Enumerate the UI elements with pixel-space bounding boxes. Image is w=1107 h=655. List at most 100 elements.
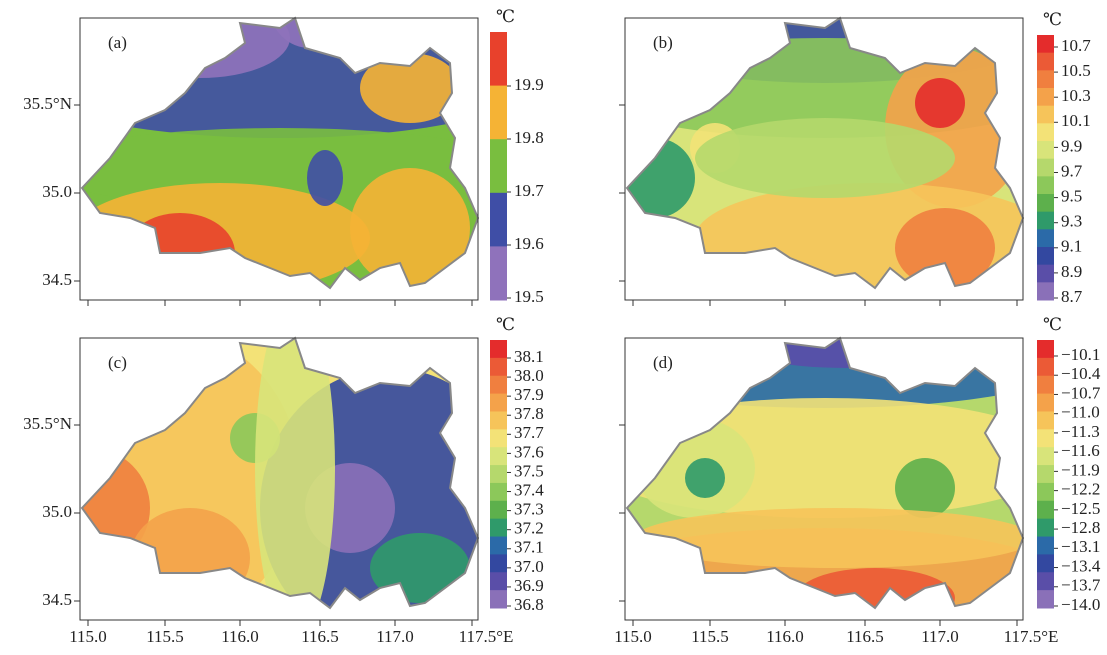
y-axis-label: 34.5 <box>42 590 72 609</box>
colorbar-band <box>1037 393 1054 412</box>
panel-label: (a) <box>108 33 127 52</box>
colorbar-band <box>490 429 507 448</box>
colorbar-label: −11.6 <box>1061 441 1100 460</box>
colorbar-label: −13.1 <box>1061 537 1100 556</box>
colorbar-label: −10.4 <box>1061 364 1101 383</box>
map <box>627 338 1023 608</box>
colorbar-label: 19.9 <box>514 75 544 94</box>
colorbar-label: 19.5 <box>514 287 544 306</box>
colorbar-band <box>490 411 507 430</box>
colorbar-unit: ℃ <box>1043 10 1062 29</box>
colorbar-band <box>490 500 507 520</box>
x-axis-label: 117.0 <box>376 627 414 646</box>
colorbar-label: 37.1 <box>514 538 544 557</box>
colorbar-unit: ℃ <box>496 7 515 26</box>
colorbar-band <box>1037 375 1054 395</box>
x-axis-label: 116.0 <box>766 627 804 646</box>
colorbar-label: −10.1 <box>1061 345 1100 364</box>
colorbar-label: −13.4 <box>1061 556 1101 575</box>
colorbar-label: −12.2 <box>1061 480 1100 499</box>
colorbar-label: 9.3 <box>1061 212 1082 231</box>
map-panel: (a) <box>74 16 480 306</box>
panel-frame <box>624 337 1024 621</box>
contour-region <box>360 53 460 123</box>
panel-label: (d) <box>653 353 673 372</box>
map-panel: (d) <box>619 336 1025 626</box>
colorbar-band <box>490 192 507 247</box>
x-axis-label: 116.5 <box>846 627 884 646</box>
colorbar-band <box>490 482 507 502</box>
colorbar-label: 37.2 <box>514 519 544 538</box>
x-axis-label: 116.0 <box>221 627 259 646</box>
colorbar-band <box>490 340 507 359</box>
x-axis-label: 117.5°E <box>459 627 514 646</box>
colorbar-band <box>1037 465 1054 484</box>
map-outline <box>625 336 1025 610</box>
colorbar-band <box>1037 411 1054 430</box>
y-axis-label: 34.5 <box>42 270 72 289</box>
colorbar-band <box>1037 518 1054 538</box>
contour-region <box>695 183 1023 288</box>
x-axis-label: 115.0 <box>69 627 107 646</box>
colorbar-label: −12.5 <box>1061 499 1100 518</box>
colorbar-label: −14.0 <box>1061 595 1100 614</box>
colorbar-band <box>1037 482 1054 502</box>
colorbar-label: 38.0 <box>514 366 544 385</box>
colorbar-label: 10.3 <box>1061 86 1091 105</box>
x-axis-label: 115.5 <box>146 627 184 646</box>
colorbar-band <box>1037 247 1054 266</box>
colorbar-label: 10.7 <box>1061 36 1091 55</box>
colorbar-label: 37.0 <box>514 557 544 576</box>
map-outline <box>80 16 480 290</box>
colorbar-label: 10.1 <box>1061 111 1091 130</box>
colorbar-band <box>490 447 507 466</box>
contour-region <box>795 568 955 608</box>
contour-region <box>255 338 335 608</box>
colorbar-label: 36.9 <box>514 576 544 595</box>
colorbar-band <box>1037 340 1054 359</box>
colorbar-label: 38.1 <box>514 347 544 366</box>
colorbar-band <box>490 32 507 87</box>
colorbar-label: 37.5 <box>514 461 544 480</box>
panel-label: (c) <box>108 353 127 372</box>
contour-region <box>110 18 290 78</box>
colorbar-band <box>1037 158 1054 177</box>
colorbar-band <box>1037 194 1054 213</box>
contour-region <box>695 118 955 198</box>
colorbar-band <box>1037 123 1054 142</box>
contour-region <box>350 168 470 288</box>
x-axis-label: 117.5°E <box>1004 627 1059 646</box>
colorbar-band <box>1037 70 1054 89</box>
colorbar-band <box>1037 229 1054 248</box>
contour-region <box>130 508 250 608</box>
map-panel: (b) <box>619 16 1025 306</box>
colorbar-band <box>490 85 507 140</box>
colorbar-label: 9.5 <box>1061 187 1082 206</box>
panel-frame <box>79 17 479 301</box>
colorbar-label: −10.7 <box>1061 383 1101 402</box>
contour-region <box>685 458 725 498</box>
y-axis-label: 35.0 <box>42 182 72 201</box>
colorbar-band <box>1037 264 1054 283</box>
colorbar-band <box>490 246 507 301</box>
map <box>82 338 478 608</box>
colorbar-band <box>1037 536 1054 555</box>
colorbar-label: 37.8 <box>514 404 544 423</box>
y-axis-label: 35.0 <box>42 502 72 521</box>
colorbar-band <box>490 393 507 412</box>
colorbar-band <box>1037 282 1054 301</box>
contour-region <box>635 508 1023 568</box>
colorbar-band <box>1037 105 1054 124</box>
x-axis-label: 115.0 <box>614 627 652 646</box>
colorbar-label: 37.7 <box>514 423 544 442</box>
colorbar-band <box>490 357 507 377</box>
contour-region <box>895 458 955 518</box>
x-axis-label: 117.0 <box>921 627 959 646</box>
colorbar-band <box>1037 429 1054 448</box>
colorbar-band <box>490 518 507 538</box>
colorbar-band <box>1037 141 1054 160</box>
map-outline <box>625 16 1025 290</box>
colorbar-label: 9.7 <box>1061 161 1083 180</box>
colorbar-label: −13.7 <box>1061 576 1101 595</box>
map-outline <box>80 336 480 610</box>
